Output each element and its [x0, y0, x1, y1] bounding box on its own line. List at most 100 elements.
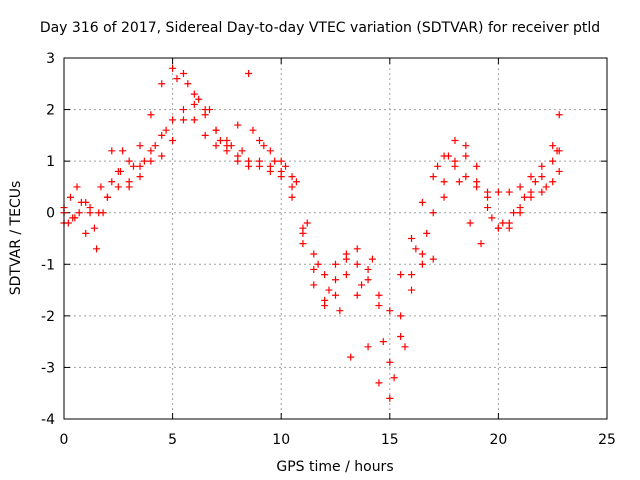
data-series-1 [60, 64, 563, 402]
y-tick-label: 0 [46, 206, 55, 222]
data-point [223, 147, 231, 155]
data-point [206, 106, 214, 114]
data-point [473, 178, 481, 186]
x-tick-label: 0 [60, 432, 69, 448]
data-point [190, 90, 198, 98]
data-point [119, 147, 127, 155]
data-point [466, 219, 474, 227]
data-point [179, 106, 187, 114]
data-point [418, 260, 426, 268]
data-point [477, 240, 485, 248]
data-point [364, 265, 372, 273]
data-point [234, 157, 242, 165]
data-point [462, 173, 470, 181]
data-point [397, 312, 405, 320]
data-point [314, 260, 322, 268]
data-point [353, 245, 361, 253]
data-point [527, 173, 535, 181]
data-point [114, 183, 122, 191]
data-point [375, 291, 383, 299]
data-point [136, 142, 144, 150]
data-point [114, 167, 122, 175]
data-point [375, 302, 383, 310]
data-point [130, 162, 138, 170]
data-point [238, 147, 246, 155]
data-point [418, 198, 426, 206]
data-point [271, 157, 279, 165]
data-point [201, 111, 209, 119]
data-series-4 [64, 75, 561, 382]
data-point [455, 178, 463, 186]
data-point [531, 178, 539, 186]
chart-title: Day 316 of 2017, Sidereal Day-to-day VTE… [40, 20, 600, 36]
data-point [212, 126, 220, 134]
x-tick-labels: 0 5 10 15 20 25 [60, 432, 616, 448]
data-point [379, 338, 387, 346]
data-point [201, 131, 209, 139]
data-point [484, 204, 492, 212]
y-tick-label: -4 [41, 412, 55, 428]
data-point [82, 229, 90, 237]
data-point [364, 276, 372, 284]
data-point [555, 167, 563, 175]
y-tick-label: 3 [46, 51, 55, 67]
data-point [321, 296, 329, 304]
data-point [190, 100, 198, 108]
data-point [288, 193, 296, 201]
data-point [516, 209, 524, 217]
data-point [158, 152, 166, 160]
data-point [190, 116, 198, 124]
data-point [77, 198, 85, 206]
data-point [184, 80, 192, 88]
data-point [288, 173, 296, 181]
data-point [484, 193, 492, 201]
data-point [147, 147, 155, 155]
x-axis-label: GPS time / hours [276, 459, 393, 475]
data-point [542, 183, 550, 191]
data-point [179, 116, 187, 124]
data-point [288, 183, 296, 191]
data-point [249, 126, 257, 134]
data-point [397, 271, 405, 279]
data-point [266, 167, 274, 175]
data-point [434, 162, 442, 170]
data-point [429, 173, 437, 181]
data-point [158, 80, 166, 88]
data-point [401, 343, 409, 351]
data-point [292, 178, 300, 186]
x-tick-label: 5 [168, 432, 177, 448]
data-point [108, 178, 116, 186]
data-point [245, 69, 253, 77]
data-point [527, 193, 535, 201]
data-point [162, 126, 170, 134]
data-point [412, 245, 420, 253]
y-tick-labels: -4 -3 -2 -1 0 1 2 3 [41, 51, 55, 428]
data-point [397, 332, 405, 340]
x-tick-label: 20 [489, 432, 507, 448]
data-point [173, 75, 181, 83]
data-point [408, 235, 416, 242]
data-point [353, 291, 361, 299]
data-point [429, 209, 437, 217]
data-point [342, 255, 350, 263]
data-point [151, 142, 159, 150]
data-points [60, 64, 563, 402]
data-point [538, 162, 546, 170]
y-tick-label: -1 [41, 257, 55, 273]
data-point [75, 209, 83, 217]
data-point [364, 343, 372, 351]
data-point [408, 286, 416, 294]
data-point [212, 142, 220, 150]
data-point [408, 271, 416, 279]
data-point [488, 214, 496, 222]
data-point [125, 178, 133, 186]
data-point [179, 69, 187, 77]
data-point [169, 137, 177, 145]
data-point [332, 276, 339, 284]
data-point [255, 162, 263, 170]
data-point [549, 178, 557, 186]
plot-frame [63, 57, 608, 420]
data-point [158, 131, 166, 139]
y-axis-label: SDTVAR / TECUs [8, 181, 24, 296]
